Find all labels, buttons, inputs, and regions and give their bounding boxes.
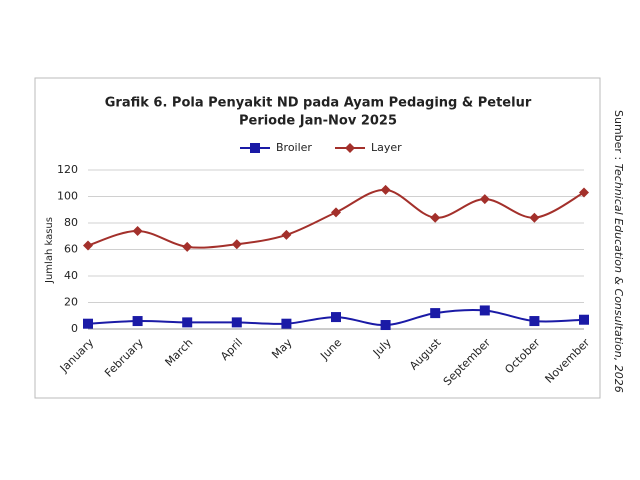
y-tick-label: 60 <box>64 243 78 256</box>
data-point <box>479 194 490 205</box>
data-point <box>331 207 341 218</box>
data-point <box>430 308 441 319</box>
data-point <box>529 316 540 327</box>
data-point <box>281 229 292 240</box>
data-point <box>83 240 93 251</box>
data-point <box>83 318 93 329</box>
y-tick-label: 80 <box>64 216 78 229</box>
chart-title: Grafik 6. Pola Penyakit ND pada Ayam Ped… <box>105 96 532 111</box>
data-point <box>182 317 193 328</box>
legend-marker <box>345 143 355 153</box>
data-point <box>380 320 391 331</box>
y-axis-label: Jumlah kasus <box>44 217 55 284</box>
data-point <box>579 314 589 325</box>
data-point <box>231 239 242 250</box>
data-point <box>579 187 589 198</box>
data-point <box>331 312 341 323</box>
chart-title: Periode Jan-Nov 2025 <box>239 114 397 129</box>
source-text: Technical Education & Consultation, 2026 <box>612 164 625 393</box>
data-point <box>380 184 391 195</box>
data-point <box>231 317 242 328</box>
chart-frame <box>34 77 601 399</box>
y-tick-label: 40 <box>64 269 78 282</box>
data-point <box>182 241 193 252</box>
y-tick-label: 0 <box>71 322 78 335</box>
data-point <box>430 212 441 223</box>
data-point <box>281 318 292 329</box>
legend-label: Broiler <box>276 141 312 154</box>
legend-label: Layer <box>371 141 402 154</box>
data-point <box>529 212 540 223</box>
y-tick-label: 100 <box>57 190 78 203</box>
y-tick-label: 120 <box>57 163 78 176</box>
source-note: Sumber : Technical Education & Consultat… <box>612 110 625 393</box>
data-point <box>479 305 490 316</box>
data-point <box>132 225 143 236</box>
y-tick-label: 20 <box>64 296 78 309</box>
legend-marker <box>250 143 260 153</box>
data-point <box>132 316 143 327</box>
source-prefix: Sumber : <box>612 110 625 160</box>
